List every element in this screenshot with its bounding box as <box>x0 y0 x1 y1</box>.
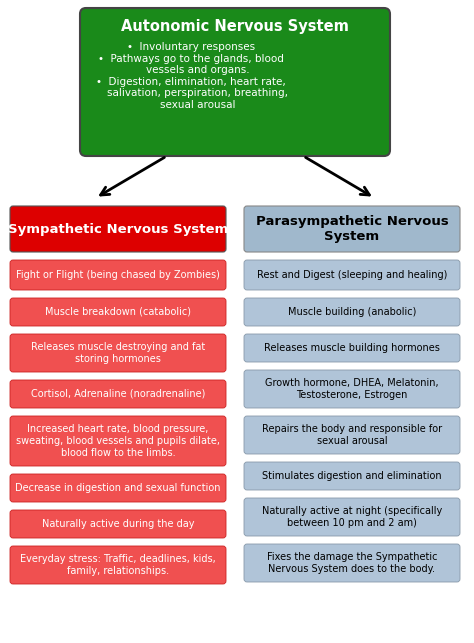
Text: •  Involuntary responses
•  Pathways go to the glands, blood
    vessels and org: • Involuntary responses • Pathways go to… <box>94 42 288 110</box>
FancyBboxPatch shape <box>10 416 226 466</box>
Text: Fixes the damage the Sympathetic
Nervous System does to the body.: Fixes the damage the Sympathetic Nervous… <box>267 552 437 574</box>
Text: Repairs the body and responsible for
sexual arousal: Repairs the body and responsible for sex… <box>262 424 442 446</box>
FancyBboxPatch shape <box>10 380 226 408</box>
FancyBboxPatch shape <box>244 260 460 290</box>
FancyBboxPatch shape <box>244 498 460 536</box>
Text: Rest and Digest (sleeping and healing): Rest and Digest (sleeping and healing) <box>257 270 447 280</box>
Text: Muscle breakdown (catabolic): Muscle breakdown (catabolic) <box>45 307 191 317</box>
Text: Autonomic Nervous System: Autonomic Nervous System <box>121 19 349 33</box>
FancyBboxPatch shape <box>10 474 226 502</box>
FancyBboxPatch shape <box>10 298 226 326</box>
Text: Fight or Flight (being chased by Zombies): Fight or Flight (being chased by Zombies… <box>16 270 220 280</box>
FancyBboxPatch shape <box>10 546 226 584</box>
Text: Everyday stress: Traffic, deadlines, kids,
family, relationships.: Everyday stress: Traffic, deadlines, kid… <box>20 554 216 575</box>
Text: Naturally active at night (specifically
between 10 pm and 2 am): Naturally active at night (specifically … <box>262 506 442 528</box>
Text: Stimulates digestion and elimination: Stimulates digestion and elimination <box>262 471 442 481</box>
FancyBboxPatch shape <box>10 334 226 372</box>
FancyBboxPatch shape <box>244 334 460 362</box>
FancyBboxPatch shape <box>244 462 460 490</box>
FancyBboxPatch shape <box>244 416 460 454</box>
Text: Increased heart rate, blood pressure,
sweating, blood vessels and pupils dilate,: Increased heart rate, blood pressure, sw… <box>16 424 220 458</box>
FancyBboxPatch shape <box>10 206 226 252</box>
Text: Releases muscle destroying and fat
storing hormones: Releases muscle destroying and fat stori… <box>31 342 205 364</box>
Text: Growth hormone, DHEA, Melatonin,
Testosterone, Estrogen: Growth hormone, DHEA, Melatonin, Testost… <box>265 378 439 400</box>
FancyBboxPatch shape <box>244 206 460 252</box>
FancyBboxPatch shape <box>10 260 226 290</box>
FancyBboxPatch shape <box>80 8 390 156</box>
Text: Releases muscle building hormones: Releases muscle building hormones <box>264 343 440 353</box>
FancyBboxPatch shape <box>244 370 460 408</box>
Text: Naturally active during the day: Naturally active during the day <box>42 519 194 529</box>
FancyBboxPatch shape <box>10 510 226 538</box>
Text: Cortisol, Adrenaline (noradrenaline): Cortisol, Adrenaline (noradrenaline) <box>31 389 205 399</box>
Text: Parasympathetic Nervous
System: Parasympathetic Nervous System <box>255 215 448 243</box>
FancyBboxPatch shape <box>244 544 460 582</box>
Text: Sympathetic Nervous System: Sympathetic Nervous System <box>8 222 228 235</box>
FancyBboxPatch shape <box>244 298 460 326</box>
Text: Decrease in digestion and sexual function: Decrease in digestion and sexual functio… <box>15 483 221 493</box>
Text: Muscle building (anabolic): Muscle building (anabolic) <box>288 307 416 317</box>
